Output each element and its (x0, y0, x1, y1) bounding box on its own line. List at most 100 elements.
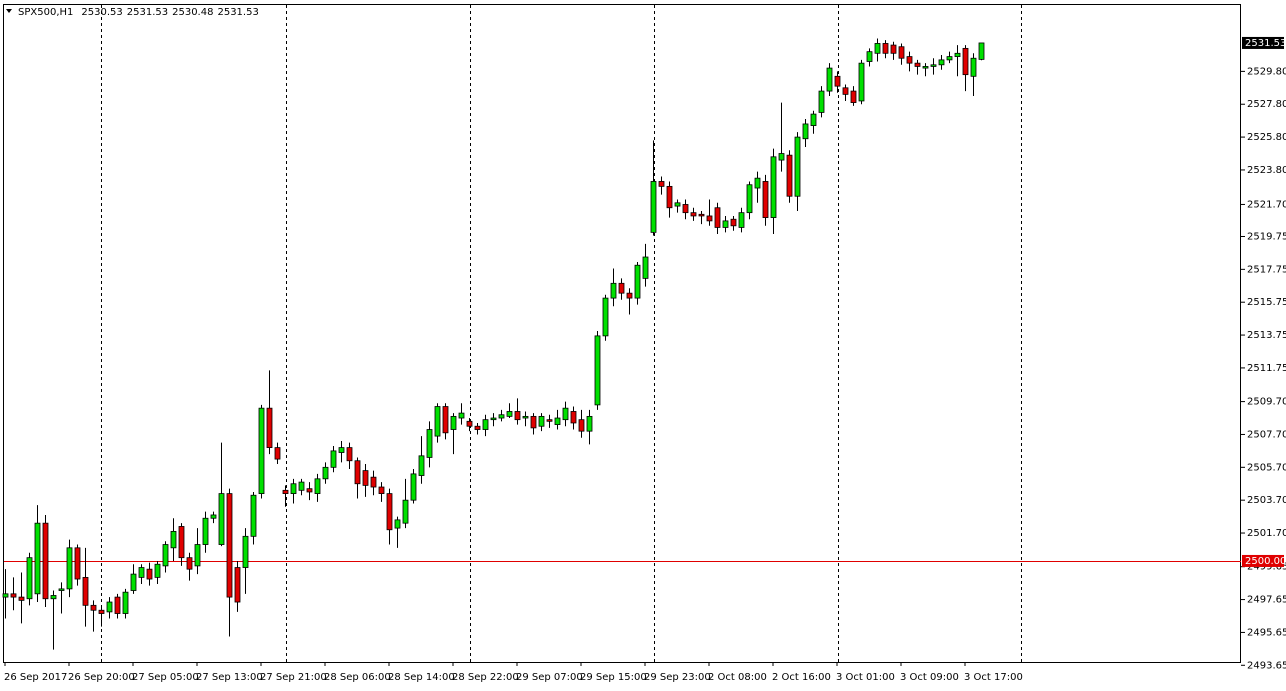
y-tick-label: 2503.70 (1247, 495, 1286, 506)
candle-body (314, 478, 321, 495)
candle-body (626, 292, 633, 299)
candle-body (66, 547, 73, 590)
x-tick-label: 28 Sep 06:00 (324, 672, 391, 683)
candle-body (154, 563, 161, 578)
candle-body (850, 90, 857, 103)
candle-body (554, 417, 561, 425)
x-tick-label: 29 Sep 07:00 (516, 672, 583, 683)
candle-body (594, 335, 601, 406)
x-tick-label: 27 Sep 21:00 (260, 672, 327, 683)
candle-body (282, 489, 289, 495)
x-tick-label: 26 Sep 20:00 (68, 672, 135, 683)
y-tick-label: 2493.65 (1247, 660, 1286, 671)
x-tick-label: 3 Oct 01:00 (836, 672, 895, 683)
candle-body (442, 406, 449, 434)
candle-body (58, 588, 65, 591)
candle-body (914, 62, 921, 67)
candle-body (546, 419, 553, 422)
candle-body (530, 415, 537, 429)
candle-body (922, 66, 929, 69)
candle-body (498, 414, 505, 419)
candle-body (898, 46, 905, 59)
candle-body (962, 47, 969, 76)
x-tick-label: 26 Sep 2017 (4, 672, 67, 683)
candle-body (418, 455, 425, 476)
candle-body (706, 215, 713, 222)
candle-body (466, 420, 473, 427)
candle-body (242, 535, 249, 568)
candle-body (642, 256, 649, 279)
candle-body (698, 213, 705, 217)
candle-body (90, 604, 97, 611)
candle-body (122, 591, 129, 614)
header-open: 2530.53 (81, 7, 122, 18)
candle-body (938, 59, 945, 66)
candle-body (610, 282, 617, 299)
candle-body (866, 51, 873, 62)
candle-body (658, 181, 665, 187)
candle-body (746, 184, 753, 214)
candle-body (106, 601, 113, 613)
x-tick-label: 28 Sep 14:00 (388, 672, 455, 683)
candle-body (890, 44, 897, 54)
candle-body (978, 42, 985, 60)
x-tick-label: 27 Sep 13:00 (196, 672, 263, 683)
candle-body (402, 499, 409, 524)
candle-body (882, 43, 889, 54)
x-tick-label: 29 Sep 23:00 (644, 672, 711, 683)
candle-body (370, 476, 377, 488)
y-tick-label: 2499.65 (1247, 562, 1286, 573)
price-tag (1242, 554, 1284, 567)
candle-body (138, 567, 145, 578)
candle-body (690, 212, 697, 217)
candle-body (362, 470, 369, 486)
candle-body (538, 415, 545, 427)
candle-body (954, 52, 961, 57)
candle-body (258, 407, 265, 495)
candle-body (194, 544, 201, 567)
candle-body (226, 493, 233, 598)
candle-body (618, 282, 625, 294)
candle-body (114, 596, 121, 614)
x-tick-label: 2 Oct 08:00 (708, 672, 767, 683)
y-tick-label: 2497.65 (1247, 595, 1286, 606)
candle-body (82, 576, 89, 606)
x-tick-label: 29 Sep 15:00 (580, 672, 647, 683)
x-tick-label: 3 Oct 09:00 (900, 672, 959, 683)
price-tag-label: 2500.00 (1245, 556, 1286, 567)
candle-body (826, 67, 833, 92)
y-tick-label: 2511.75 (1247, 363, 1286, 374)
candle-body (458, 412, 465, 419)
candle-body (354, 460, 361, 485)
candle-body (410, 473, 417, 501)
candle-body (234, 567, 241, 603)
candle-body (946, 56, 953, 61)
header-close: 2531.53 (217, 7, 258, 18)
y-tick-label: 2507.70 (1247, 429, 1286, 440)
y-tick-label: 2509.70 (1247, 397, 1286, 408)
candle-body (970, 57, 977, 77)
candle-body (434, 406, 441, 437)
candle-body (474, 425, 481, 430)
candle-body (186, 557, 193, 570)
candle-body (506, 411, 513, 417)
candle-body (650, 181, 657, 233)
y-tick-label: 2521.70 (1247, 199, 1286, 210)
candle-body (810, 113, 817, 126)
menu-triangle[interactable] (6, 9, 12, 13)
candle-body (178, 526, 185, 559)
candle-body (522, 415, 529, 419)
candle-body (210, 514, 217, 519)
candle-body (674, 202, 681, 207)
candle-body (842, 87, 849, 95)
candle-body (858, 62, 865, 102)
candle-body (818, 90, 825, 113)
candle-body (834, 75, 841, 87)
chart-title: SPX500,H1 (18, 7, 73, 18)
plot-frame (3, 4, 1241, 663)
candle-body (730, 218, 737, 227)
candle-body (162, 544, 169, 567)
x-tick-label: 3 Oct 17:00 (964, 672, 1023, 683)
candle-body (738, 212, 745, 228)
